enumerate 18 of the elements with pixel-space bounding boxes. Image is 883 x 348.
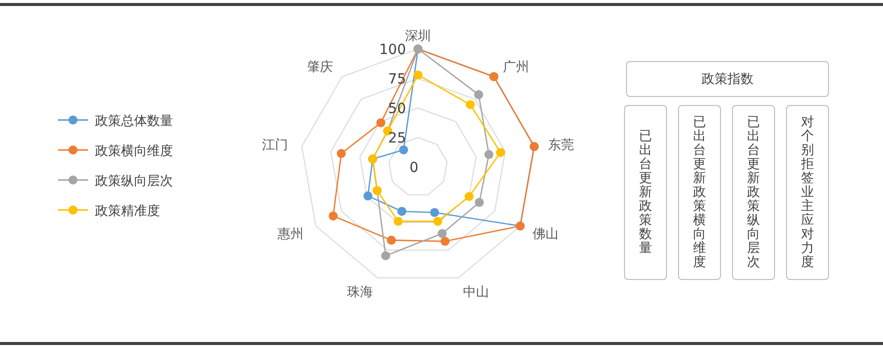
picture-text-box: 已出台更新政策横向维度 bbox=[678, 105, 721, 280]
spoke-label: 深圳 bbox=[405, 29, 431, 44]
picture-text-box: 已出台更新政策数量 bbox=[624, 105, 667, 280]
spoke-label: 肇庆 bbox=[307, 60, 334, 75]
spoke-label: 珠海 bbox=[346, 285, 373, 300]
picture-text-box: 已出台更新政策纵向层次 bbox=[732, 105, 775, 280]
legend-label: 政策总体数量 bbox=[95, 114, 173, 129]
legend-label: 政策纵向层次 bbox=[95, 174, 173, 189]
spoke-label: 广州 bbox=[502, 60, 529, 75]
spoke-label: 江门 bbox=[262, 137, 288, 154]
spoke-label: 惠州 bbox=[276, 227, 304, 242]
spoke-label: 佛山 bbox=[532, 227, 558, 242]
legend-label: 政策横向维度 bbox=[95, 143, 173, 159]
spoke-label: 东莞 bbox=[548, 138, 574, 154]
spoke-label: 中山 bbox=[463, 285, 490, 300]
text: 政策指数 bbox=[626, 61, 829, 97]
legend-label: 政策精准度 bbox=[95, 203, 160, 219]
picture-text-box: 对个别拒签业主应对力度 bbox=[786, 105, 829, 280]
